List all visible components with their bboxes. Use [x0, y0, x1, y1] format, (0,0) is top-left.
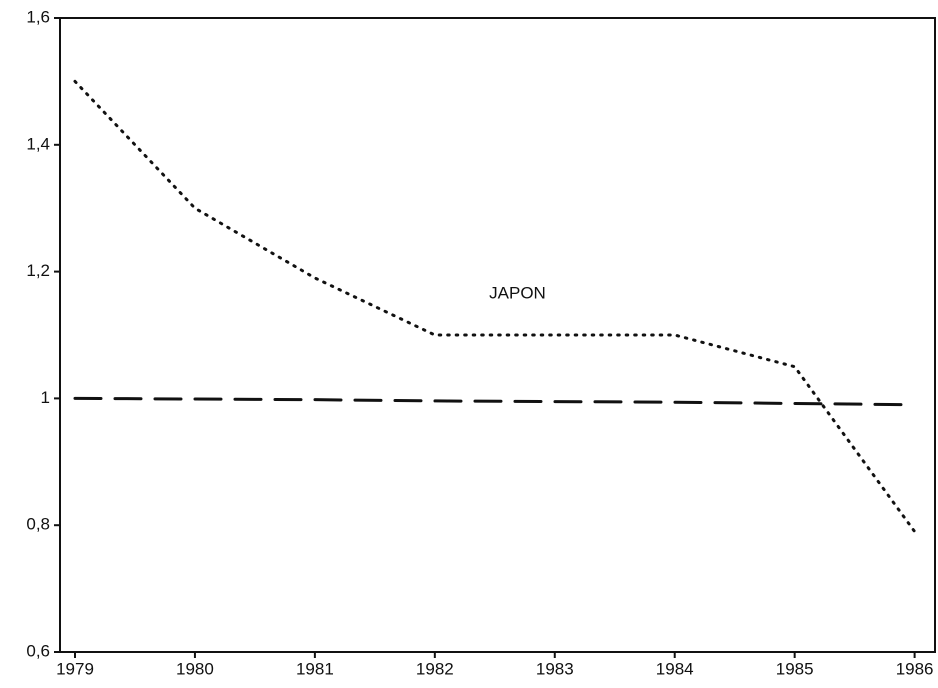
y-tick-label: 0,8 [26, 515, 50, 534]
x-tick-label: 1979 [56, 659, 94, 678]
plot-frame [59, 17, 936, 653]
y-tick-label: 1,6 [26, 7, 50, 26]
series-label: JAPON [489, 283, 546, 302]
x-tick-label: 1984 [656, 659, 694, 678]
x-tick-label: 1980 [176, 659, 214, 678]
y-tick-label: 1 [41, 388, 50, 407]
x-tick-label: 1981 [296, 659, 334, 678]
y-tick-label: 1,4 [26, 134, 50, 153]
y-tick-label: 0,6 [26, 641, 50, 660]
x-tick-label: 1986 [896, 659, 934, 678]
series-line [73, 396, 917, 407]
y-tick-label: 1,2 [26, 261, 50, 280]
x-tick-label: 1983 [536, 659, 574, 678]
x-tick-label: 1985 [776, 659, 814, 678]
x-tick-label: 1982 [416, 659, 454, 678]
series-line [73, 79, 917, 534]
